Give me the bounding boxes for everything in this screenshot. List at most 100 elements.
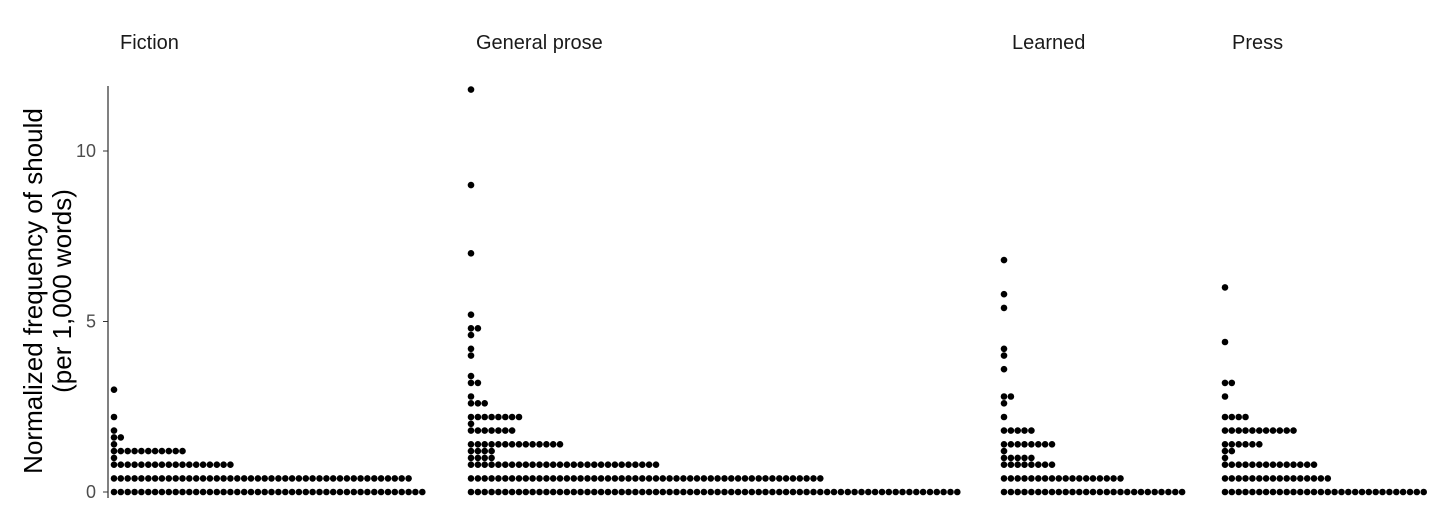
data-point xyxy=(1221,475,1229,482)
data-point xyxy=(1256,461,1263,469)
data-point xyxy=(309,488,316,496)
data-point xyxy=(1331,488,1338,496)
data-point xyxy=(1035,488,1042,496)
data-point xyxy=(515,461,523,469)
data-point xyxy=(597,461,605,469)
data-point xyxy=(700,488,708,496)
data-point xyxy=(138,447,145,455)
data-point xyxy=(405,475,412,482)
data-point xyxy=(1076,475,1083,482)
data-point xyxy=(1178,488,1186,496)
data-point xyxy=(782,475,790,482)
data-point xyxy=(1345,488,1352,496)
data-point xyxy=(1317,488,1325,496)
data-point xyxy=(1269,488,1277,496)
data-point xyxy=(810,488,817,496)
data-point xyxy=(1276,427,1284,434)
data-point xyxy=(549,475,557,482)
data-point xyxy=(1000,461,1008,469)
data-point xyxy=(467,413,475,421)
data-point xyxy=(199,475,207,482)
data-point xyxy=(131,447,138,455)
data-point xyxy=(138,475,145,482)
data-point xyxy=(1228,488,1236,496)
data-point xyxy=(632,488,639,496)
data-point xyxy=(522,475,530,482)
data-point xyxy=(1283,475,1290,482)
data-point xyxy=(940,488,947,496)
data-point xyxy=(1269,475,1277,482)
data-point xyxy=(625,475,632,482)
data-point xyxy=(240,475,248,482)
data-point xyxy=(529,488,536,496)
data-point xyxy=(618,475,625,482)
data-point xyxy=(680,488,687,496)
data-point xyxy=(508,488,516,496)
data-point xyxy=(1048,488,1056,496)
data-point xyxy=(1048,461,1056,469)
data-point xyxy=(611,475,619,482)
data-point xyxy=(323,475,330,482)
data-point xyxy=(769,488,776,496)
data-point xyxy=(721,488,728,496)
data-point xyxy=(1055,475,1063,482)
data-point xyxy=(495,427,502,434)
data-point xyxy=(474,413,482,421)
data-point xyxy=(1297,488,1304,496)
data-point xyxy=(220,488,227,496)
data-point xyxy=(885,488,893,496)
data-point xyxy=(1242,427,1249,434)
data-point xyxy=(543,461,550,469)
data-point xyxy=(1242,461,1249,469)
data-point xyxy=(625,488,632,496)
data-point xyxy=(1221,379,1229,387)
data-point xyxy=(1262,427,1270,434)
data-point xyxy=(467,311,475,319)
data-point xyxy=(131,488,138,496)
data-point xyxy=(1221,413,1229,421)
data-point xyxy=(645,461,653,469)
data-point xyxy=(529,441,536,448)
data-point xyxy=(529,475,536,482)
data-point xyxy=(151,475,159,482)
data-point xyxy=(693,475,701,482)
data-point xyxy=(577,475,584,482)
data-point xyxy=(659,475,667,482)
data-point xyxy=(474,379,482,387)
data-point xyxy=(1324,475,1332,482)
data-point xyxy=(639,461,646,469)
data-point xyxy=(172,488,179,496)
data-point xyxy=(1000,454,1008,462)
data-point xyxy=(844,488,852,496)
data-point xyxy=(536,488,543,496)
data-point xyxy=(1041,475,1049,482)
data-point xyxy=(213,475,221,482)
data-point xyxy=(227,488,234,496)
data-point xyxy=(1021,454,1028,462)
data-point xyxy=(1276,475,1284,482)
data-point xyxy=(1110,488,1117,496)
data-point xyxy=(495,488,502,496)
data-point xyxy=(1014,454,1021,462)
data-point xyxy=(1000,427,1008,434)
data-point xyxy=(158,447,166,455)
data-point xyxy=(1372,488,1379,496)
data-point xyxy=(110,427,118,434)
data-point xyxy=(1014,488,1021,496)
data-point xyxy=(1228,413,1236,421)
data-point xyxy=(1256,427,1263,434)
data-point xyxy=(467,372,475,380)
data-point xyxy=(803,475,810,482)
data-point xyxy=(502,427,509,434)
data-point xyxy=(1041,441,1049,448)
data-point xyxy=(467,420,475,428)
data-point xyxy=(1000,488,1008,496)
data-point xyxy=(377,488,385,496)
data-point xyxy=(282,475,289,482)
data-point xyxy=(728,488,735,496)
data-point xyxy=(1000,393,1008,400)
data-point xyxy=(488,413,495,421)
data-point xyxy=(474,454,482,462)
data-point xyxy=(343,475,351,482)
data-point xyxy=(1035,441,1042,448)
